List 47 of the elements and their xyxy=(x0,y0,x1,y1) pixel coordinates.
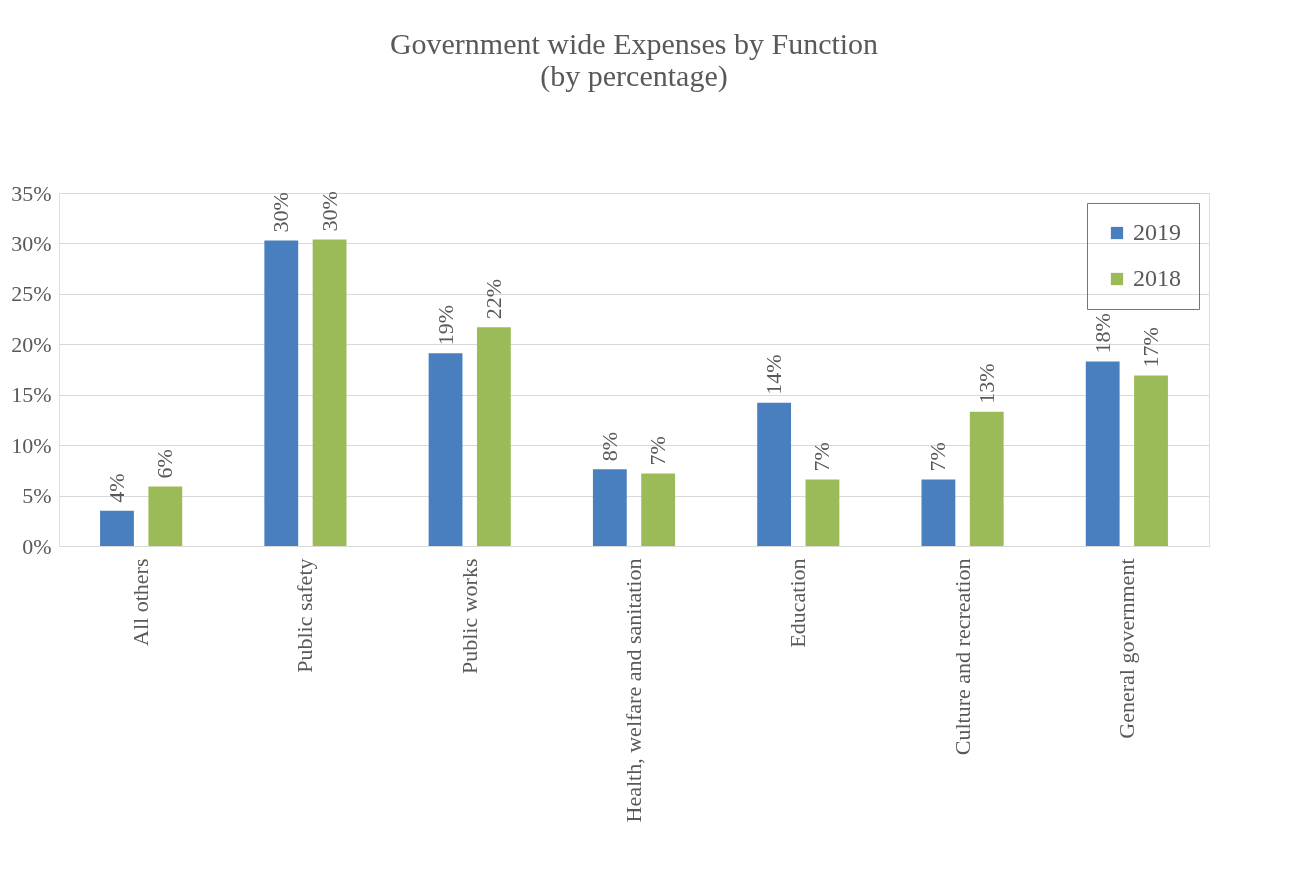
data-label: 6% xyxy=(152,449,178,479)
x-tick-label: Public safety xyxy=(292,558,318,673)
y-tick-label: 30% xyxy=(11,230,52,256)
data-label: 8% xyxy=(596,432,622,462)
x-tick-label: Education xyxy=(785,558,811,648)
bar xyxy=(921,479,956,546)
x-tick-label: General government xyxy=(1113,558,1139,739)
bar xyxy=(100,510,134,546)
data-label: 7% xyxy=(645,436,671,466)
x-tick-label: All others xyxy=(128,558,154,646)
y-tick-label: 15% xyxy=(11,382,52,408)
data-label: 17% xyxy=(1138,327,1164,368)
data-label: 30% xyxy=(316,191,342,232)
y-tick-label: 25% xyxy=(11,281,52,307)
data-label: 19% xyxy=(432,305,458,346)
y-tick-label: 20% xyxy=(11,331,52,357)
x-tick-label: Health, welfare and sanitation xyxy=(621,558,646,823)
bar xyxy=(264,240,299,546)
data-label: 7% xyxy=(925,442,951,472)
data-label: 14% xyxy=(761,354,787,395)
bar xyxy=(1134,375,1168,546)
bar xyxy=(428,353,463,546)
text: Government wide Expenses by Function xyxy=(389,27,879,60)
text: (by percentage) xyxy=(540,59,728,92)
y-tick-label: 5% xyxy=(22,483,52,509)
x-tick-label: Public works xyxy=(456,558,482,674)
bar xyxy=(969,411,1004,546)
legend-label: 2019 xyxy=(1133,219,1181,245)
bar xyxy=(476,327,511,546)
y-tick-label: 10% xyxy=(11,432,52,458)
data-label: 13% xyxy=(973,363,999,404)
y-tick-label: 0% xyxy=(22,533,52,559)
legend-label: 2018 xyxy=(1133,265,1181,291)
bar xyxy=(641,473,676,546)
data-label: 4% xyxy=(103,473,129,503)
x-tick-label: Culture and recreation xyxy=(949,558,975,756)
data-label: 7% xyxy=(809,442,835,472)
y-tick-label: 35% xyxy=(11,180,52,206)
bar xyxy=(757,402,792,546)
data-label: 30% xyxy=(268,192,294,233)
bar xyxy=(312,239,347,546)
bar xyxy=(148,486,183,546)
bar xyxy=(592,469,627,546)
data-label: 18% xyxy=(1089,313,1115,354)
data-label: 22% xyxy=(480,278,506,320)
bar xyxy=(1085,361,1120,546)
bar xyxy=(805,479,840,546)
